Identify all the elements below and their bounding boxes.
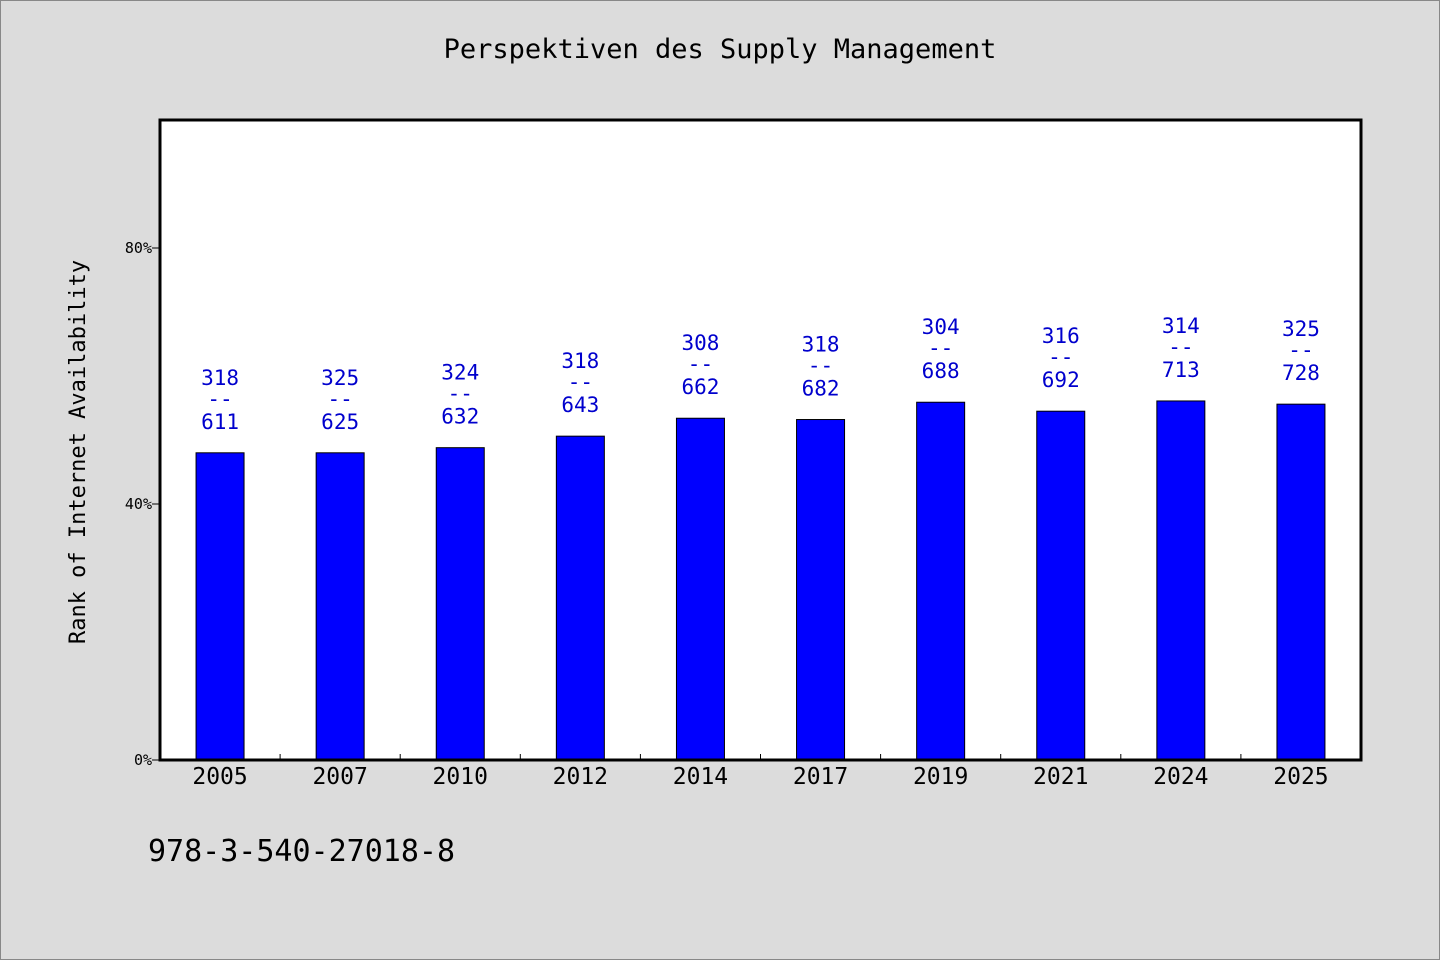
bar [1036,410,1086,761]
x-tick-label: 2007 [312,764,367,790]
bar-label-separator: -- [207,387,232,411]
y-tick-label: 80% [125,239,152,257]
bar [555,435,605,761]
bar-label-top: 318 [201,366,239,390]
bar-label-bottom: 728 [1282,361,1320,385]
x-tick-label: 2014 [673,764,728,790]
x-tick-label: 2017 [793,764,848,790]
bar-label-bottom: 692 [1042,368,1080,392]
bar [1156,400,1206,761]
chart-title: Perspektiven des Supply Management [443,34,997,65]
bar-label-separator: -- [448,382,473,406]
bar-label-separator: -- [808,354,833,378]
y-tick-label: 40% [125,495,152,513]
bar-label-top: 325 [321,366,359,390]
bar-label-top: 316 [1042,324,1080,348]
bar-label-top: 325 [1282,317,1320,341]
bar-label-bottom: 625 [321,410,359,434]
bar-label-bottom: 662 [681,375,719,399]
bar-label-top: 304 [922,315,960,339]
x-tick-label: 2012 [553,764,608,790]
bar-label-top: 308 [681,331,719,355]
bar-label-separator: -- [568,370,593,394]
bar-label-separator: -- [1288,338,1313,362]
bar-label-bottom: 632 [441,405,479,429]
x-tick-label: 2021 [1033,764,1088,790]
isbn-footnote: 978-3-540-27018-8 [148,834,456,869]
bar [1276,403,1326,761]
bar-label-separator: -- [688,352,713,376]
bar-label-bottom: 611 [201,410,239,434]
bar-label-bottom: 713 [1162,358,1200,382]
bar-label-top: 314 [1162,314,1200,338]
x-tick-label: 2019 [913,764,968,790]
y-axis-label: Rank of Internet Availability [66,260,91,644]
x-tick-label: 2025 [1273,764,1328,790]
bar [675,417,725,761]
bar-label-top: 324 [441,361,479,385]
bar-label-separator: -- [328,387,353,411]
y-tick-label: 0% [134,751,152,769]
bar [195,452,245,761]
plot-border [158,118,1363,762]
bar [796,419,846,761]
bar-label-separator: -- [928,336,953,360]
bar [315,452,365,761]
bar-label-separator: -- [1168,335,1193,359]
bar-label-bottom: 682 [802,377,840,401]
bar-label-bottom: 643 [561,393,599,417]
x-tick-label: 2010 [433,764,488,790]
bar-label-top: 318 [561,349,599,373]
bar [916,401,966,761]
x-tick-label: 2024 [1153,764,1208,790]
bar-label-top: 318 [802,333,840,357]
x-tick-label: 2005 [192,764,247,790]
bar [435,447,485,761]
bar-label-separator: -- [1048,345,1073,369]
bar-label-bottom: 688 [922,359,960,383]
